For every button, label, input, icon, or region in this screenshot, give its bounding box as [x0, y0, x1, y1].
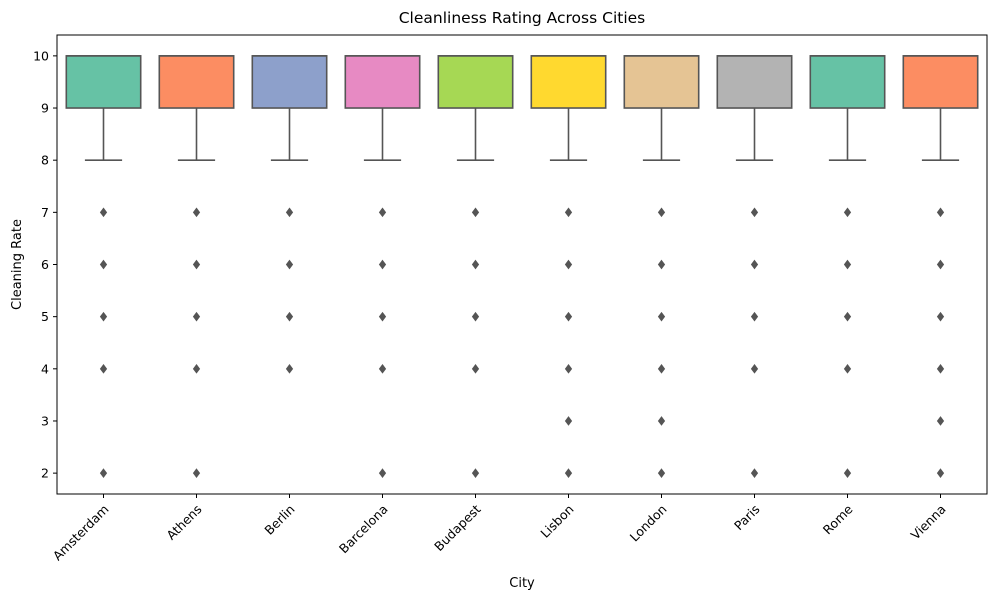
box-group-paris: [716, 55, 793, 478]
outlier-point: [471, 311, 480, 322]
outlier-point: [843, 311, 852, 322]
outlier-point: [657, 259, 666, 270]
x-tick-label: London: [627, 502, 670, 545]
outlier-point: [192, 468, 201, 478]
box: [530, 55, 607, 109]
box-group-barcelona: [344, 55, 421, 478]
outlier-point: [99, 363, 108, 374]
outlier-point: [471, 363, 480, 374]
outlier-point: [936, 468, 945, 478]
outlier-point: [285, 363, 294, 374]
outlier-point: [471, 468, 480, 478]
outlier-point: [843, 363, 852, 374]
box-group-lisbon: [530, 55, 607, 478]
outlier-point: [378, 468, 387, 478]
x-tick-label: Budapest: [431, 501, 483, 553]
outlier-point: [936, 259, 945, 270]
outlier-point: [99, 259, 108, 270]
box-group-amsterdam: [65, 55, 142, 478]
outlier-point: [99, 311, 108, 322]
y-axis-label: Cleaning Rate: [10, 219, 25, 310]
outlier-point: [471, 259, 480, 270]
box-group-vienna: [902, 55, 979, 478]
outlier-point: [99, 207, 108, 218]
plot-area: 2 3 4 5 6 7 8 9 10 Amsterdam Athens Berlin Barcelona…: [33, 34, 988, 564]
box: [623, 55, 700, 109]
outlier-point: [657, 416, 666, 426]
outlier-point: [378, 311, 387, 322]
x-tick-label: Barcelona: [336, 502, 391, 557]
outlier-point: [564, 363, 573, 374]
y-tick-label: 7: [41, 205, 49, 220]
y-tick-label: 9: [41, 101, 49, 116]
outlier-point: [936, 416, 945, 426]
outlier-point: [192, 259, 201, 270]
outlier-point: [936, 311, 945, 322]
box: [65, 55, 142, 109]
chart-title: Cleanliness Rating Across Cities: [399, 9, 646, 27]
box-group-athens: [158, 55, 235, 478]
x-tick-label: Paris: [731, 502, 763, 534]
outlier-point: [378, 363, 387, 374]
box-group-budapest: [437, 55, 514, 478]
axes-frame: [56, 34, 988, 495]
outlier-point: [750, 207, 759, 218]
outlier-point: [285, 259, 294, 270]
y-tick-label: 2: [41, 466, 49, 481]
outlier-point: [564, 259, 573, 270]
outlier-point: [936, 363, 945, 374]
outlier-point: [843, 207, 852, 218]
outlier-point: [843, 468, 852, 478]
outlier-point: [99, 468, 108, 478]
box: [809, 55, 886, 109]
x-tick-label: Lisbon: [537, 502, 576, 541]
outlier-point: [564, 468, 573, 478]
y-tick-label: 3: [41, 413, 49, 428]
y-tick-label: 8: [41, 153, 49, 168]
outlier-point: [936, 207, 945, 218]
x-tick-label: Berlin: [261, 502, 297, 538]
y-tick-label: 5: [41, 309, 49, 324]
outlier-point: [285, 311, 294, 322]
x-tick-label: Amsterdam: [50, 502, 112, 564]
outlier-point: [750, 363, 759, 374]
outlier-point: [192, 363, 201, 374]
box-group-rome: [809, 55, 886, 478]
outlier-point: [285, 207, 294, 218]
y-tick-label: 6: [41, 257, 49, 272]
box: [251, 55, 328, 109]
box: [902, 55, 979, 109]
x-tick-label: Vienna: [908, 502, 949, 543]
outlier-point: [192, 207, 201, 218]
outlier-point: [378, 259, 387, 270]
outlier-point: [471, 207, 480, 218]
y-tick-label: 4: [41, 361, 49, 376]
outlier-point: [564, 207, 573, 218]
box: [158, 55, 235, 109]
box: [437, 55, 514, 109]
x-axis-label: City: [509, 576, 535, 591]
box-group-london: [623, 55, 700, 478]
outlier-point: [564, 416, 573, 426]
outlier-point: [750, 311, 759, 322]
outlier-point: [657, 207, 666, 218]
box: [716, 55, 793, 109]
outlier-point: [750, 259, 759, 270]
x-tick-label: Athens: [163, 502, 204, 543]
outlier-point: [843, 259, 852, 270]
outlier-point: [192, 311, 201, 322]
outlier-point: [564, 311, 573, 322]
box: [344, 55, 421, 109]
y-tick-label: 10: [33, 48, 49, 63]
box-group-berlin: [251, 55, 328, 374]
outlier-point: [657, 311, 666, 322]
outlier-point: [657, 468, 666, 478]
outlier-point: [657, 363, 666, 374]
outlier-point: [378, 207, 387, 218]
outlier-point: [750, 468, 759, 478]
x-tick-label: Rome: [820, 501, 856, 537]
